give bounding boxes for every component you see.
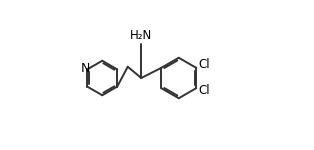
Text: Cl: Cl: [198, 58, 210, 71]
Text: N: N: [81, 62, 90, 75]
Text: Cl: Cl: [198, 84, 210, 97]
Text: H₂N: H₂N: [130, 29, 152, 42]
